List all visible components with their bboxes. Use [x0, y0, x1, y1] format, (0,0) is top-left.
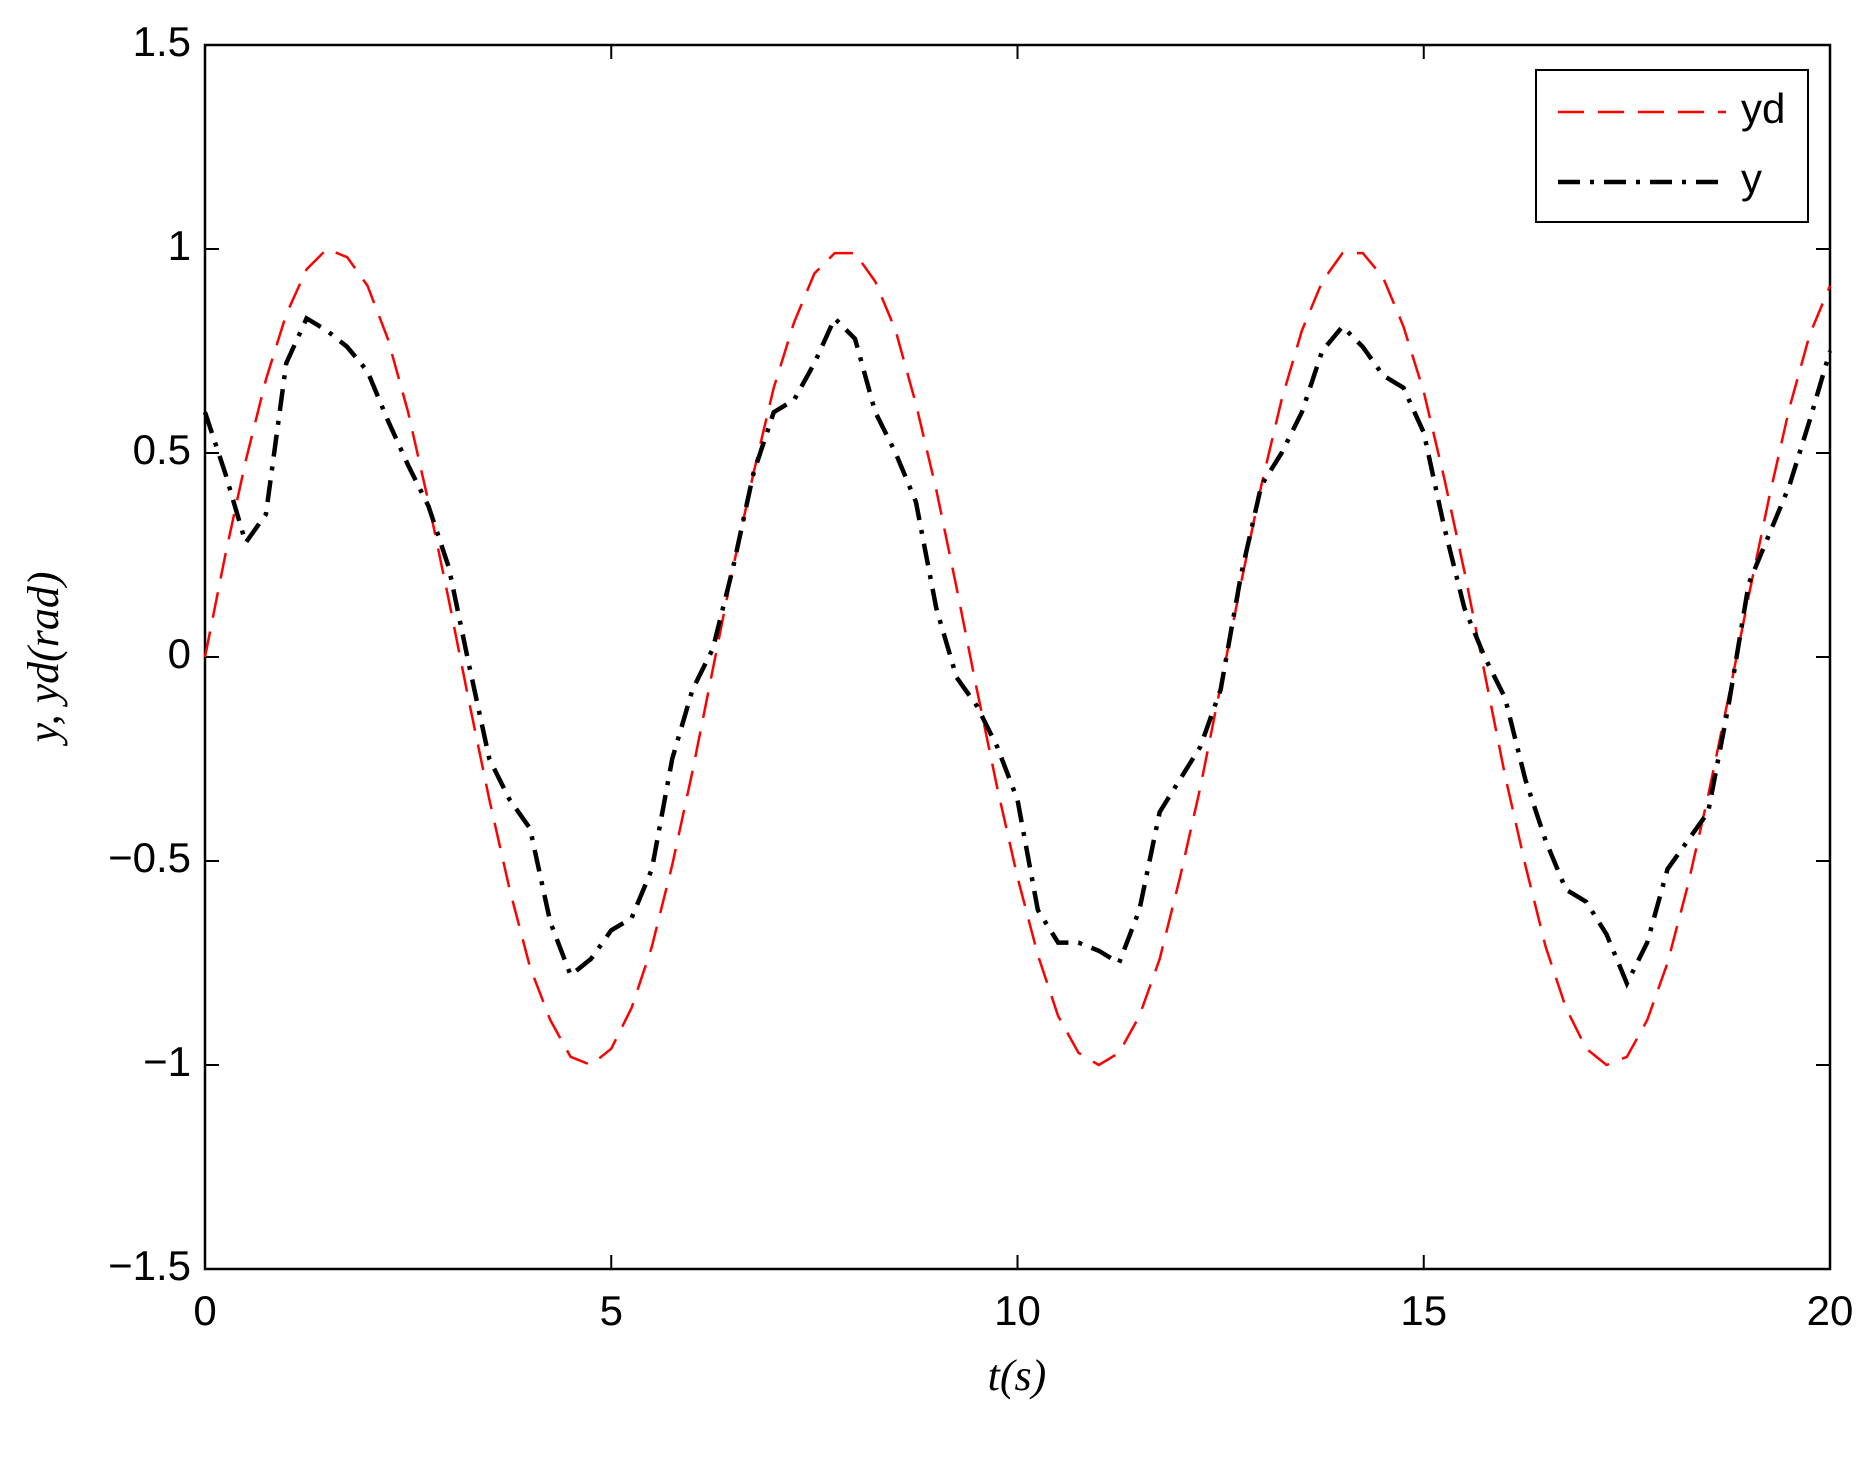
y-tick-label: 1 — [168, 222, 191, 269]
x-tick-label: 15 — [1400, 1287, 1447, 1334]
x-tick-label: 0 — [193, 1287, 216, 1334]
x-tick-label: 5 — [600, 1287, 623, 1334]
series-line — [203, 247, 1832, 1067]
legend-label: yd — [1741, 85, 1785, 132]
x-axis-label: t(s) — [988, 1351, 1047, 1400]
legend-box — [1535, 69, 1809, 223]
series-line — [202, 314, 1833, 989]
y-tick-label: 1.5 — [133, 18, 191, 65]
y-tick-label: −0.5 — [108, 834, 191, 881]
y-tick-label: −1 — [143, 1038, 191, 1085]
y-tick-label: 0.5 — [133, 426, 191, 473]
y-tick-label: 0 — [168, 630, 191, 677]
x-tick-label: 10 — [994, 1287, 1041, 1334]
y-axis-label: y, yd(rad) — [19, 571, 68, 746]
x-tick-label: 20 — [1807, 1287, 1854, 1334]
legend-label: y — [1741, 155, 1762, 202]
plot-area — [203, 43, 1832, 1271]
y-tick-label: −1.5 — [108, 1242, 191, 1289]
